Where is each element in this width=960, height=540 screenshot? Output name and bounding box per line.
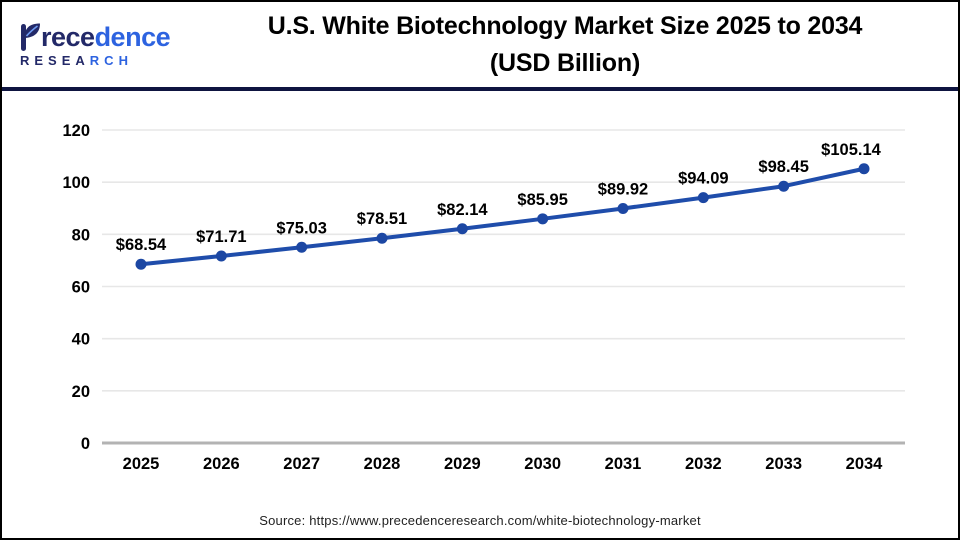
logo-text-blue: dence bbox=[94, 21, 171, 52]
data-point-marker bbox=[456, 223, 468, 235]
x-axis-tick-label: 2032 bbox=[685, 455, 722, 473]
data-point-label: $85.95 bbox=[517, 191, 567, 209]
x-axis-tick-label: 2033 bbox=[765, 455, 802, 473]
data-point-label: $82.14 bbox=[437, 201, 488, 219]
data-point-marker bbox=[778, 180, 790, 192]
y-axis-tick-label: 120 bbox=[62, 122, 90, 140]
chart-area: 0 20 40 60 80 100 120 2025 2026 2027 2028 2029 2030 2… bbox=[2, 91, 958, 503]
data-point-label: $89.92 bbox=[598, 180, 648, 198]
source-text: Source: https://www.precedenceresearch.c… bbox=[259, 513, 701, 528]
x-axis-tick-label: 2025 bbox=[123, 455, 160, 473]
y-axis-tick-label: 0 bbox=[81, 435, 90, 453]
precedence-research-logo: rece dence RESEARCH bbox=[2, 22, 202, 68]
x-axis-tick-label: 2028 bbox=[364, 455, 401, 473]
y-axis-tick-label: 80 bbox=[72, 226, 90, 244]
data-point-marker bbox=[135, 258, 147, 270]
data-point-marker bbox=[376, 232, 388, 244]
market-size-line-chart: 0 20 40 60 80 100 120 2025 2026 2027 2028 2029 2030 2… bbox=[62, 122, 905, 473]
data-point-marker bbox=[858, 163, 870, 175]
data-point-marker bbox=[296, 241, 308, 253]
footer: Source: https://www.precedenceresearch.c… bbox=[2, 513, 958, 528]
chart-title-line1: U.S. White Biotechnology Market Size 202… bbox=[267, 11, 863, 40]
x-axis-tick-label: 2029 bbox=[444, 455, 481, 473]
data-point-label: $105.14 bbox=[821, 141, 881, 159]
y-axis-tick-label: 40 bbox=[72, 331, 90, 349]
chart-title: U.S. White Biotechnology Market Size 202… bbox=[202, 8, 958, 82]
x-axis-tick-label: 2030 bbox=[524, 455, 561, 473]
logo-subtitle: RESEARCH bbox=[20, 52, 133, 68]
x-axis-tick-label: 2027 bbox=[283, 455, 320, 473]
chart-title-line2: (USD Billion) bbox=[489, 48, 641, 77]
data-point-label: $78.51 bbox=[357, 210, 407, 228]
data-point-label: $98.45 bbox=[758, 158, 808, 176]
logo-leaf-p-icon bbox=[20, 22, 41, 52]
data-point-label: $71.71 bbox=[196, 228, 246, 246]
data-point-label: $94.09 bbox=[678, 170, 728, 188]
series-line bbox=[139, 166, 866, 267]
x-axis-tick-label: 2026 bbox=[203, 455, 240, 473]
header: rece dence RESEARCH U.S. White Biotechnol… bbox=[2, 2, 958, 91]
leaf-icon bbox=[24, 23, 40, 38]
y-axis-tick-label: 100 bbox=[62, 174, 90, 192]
x-axis-tick-label: 2031 bbox=[605, 455, 642, 473]
data-point-label: $75.03 bbox=[276, 219, 326, 237]
y-axis-tick-label: 60 bbox=[72, 279, 90, 297]
x-axis-tick-label: 2034 bbox=[846, 455, 884, 473]
data-point-marker bbox=[697, 192, 709, 204]
data-point-marker bbox=[215, 250, 227, 262]
data-point-marker bbox=[537, 213, 549, 225]
y-axis-tick-label: 20 bbox=[72, 383, 90, 401]
logo-text-dark: rece bbox=[41, 21, 95, 52]
logo-wordmark: rece dence bbox=[20, 22, 202, 52]
data-point-marker bbox=[617, 202, 629, 214]
data-point-label: $68.54 bbox=[116, 236, 167, 254]
